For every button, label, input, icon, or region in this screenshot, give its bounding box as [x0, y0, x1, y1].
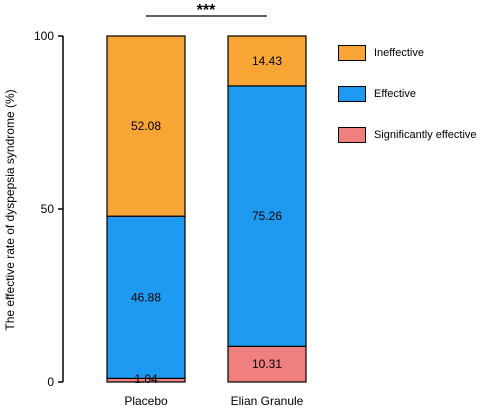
bar-segment: [106, 35, 186, 217]
legend-label: Ineffective: [374, 47, 424, 59]
legend-swatch: [338, 127, 366, 143]
legend-item: Significantly effective: [338, 126, 477, 144]
legend-swatch: [338, 45, 366, 61]
y-tick-label: 100: [34, 29, 54, 43]
significance-stars: ***: [197, 2, 216, 19]
y-tick-label: 0: [47, 375, 54, 389]
x-tick-label: Elian Granule: [231, 394, 304, 408]
data-label: 14.43: [252, 54, 282, 68]
y-tick-label: 50: [41, 202, 55, 216]
data-label: 75.26: [252, 209, 282, 223]
bar-segment: [227, 85, 307, 347]
y-axis-title: The effective rate of dyspepsia syndrome…: [3, 89, 17, 330]
bar-segment: [106, 215, 186, 380]
legend-label: Effective: [374, 88, 416, 100]
legend-item: Effective: [338, 85, 416, 103]
data-label: 52.08: [131, 119, 161, 133]
data-label: 1.04: [134, 372, 158, 386]
data-labels: 1.04 46.88 52.08 10.31 75.26 14.43: [131, 54, 282, 386]
legend-label: Significantly effective: [374, 129, 477, 141]
bar-segment: [227, 345, 307, 383]
axes: 0 50 100 Placebo Elian Granule: [34, 29, 304, 408]
data-label: 46.88: [131, 290, 161, 304]
data-label: 10.31: [252, 357, 282, 371]
bar-segment: [227, 35, 307, 87]
legend-item: Ineffective: [338, 44, 424, 62]
x-tick-label: Placebo: [124, 394, 168, 408]
significance-annotation: ***: [146, 2, 267, 19]
legend-swatch: [338, 86, 366, 102]
bars: [106, 35, 307, 383]
